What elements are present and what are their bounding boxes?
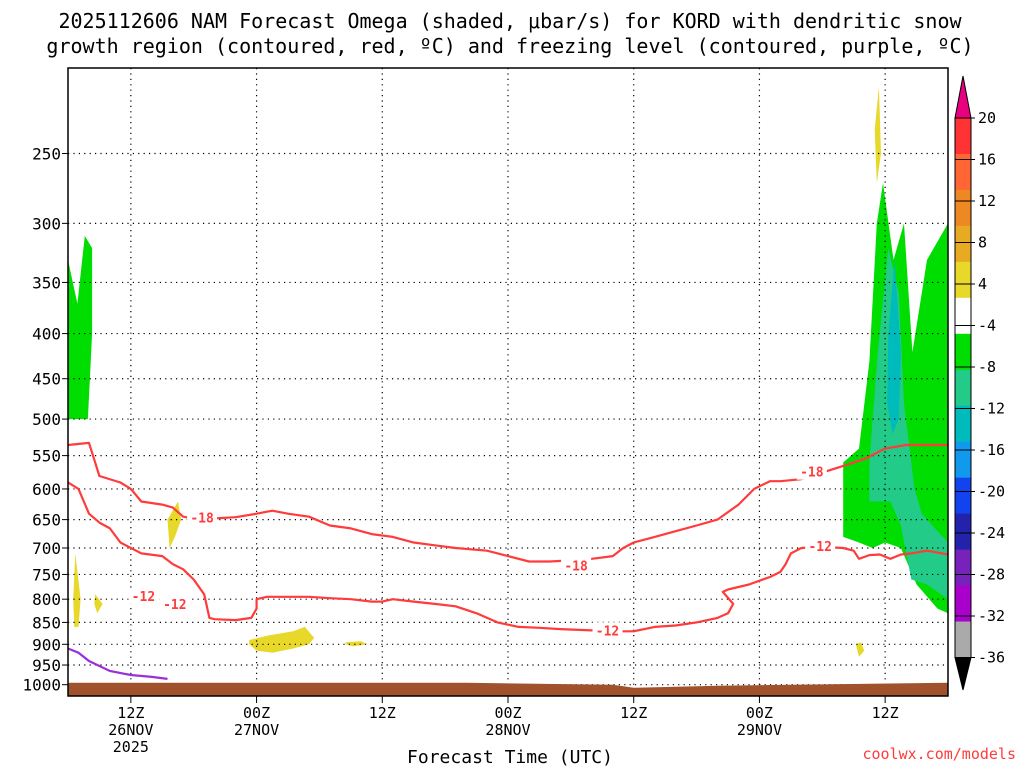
colorbar-segment xyxy=(955,297,971,335)
x-tick-label: 12Z xyxy=(872,704,899,722)
colorbar-label: -36 xyxy=(978,649,1005,667)
omega-region-5 xyxy=(94,594,103,614)
x-tick-label: 00Z xyxy=(746,704,773,722)
x-axis-label: Forecast Time (UTC) xyxy=(407,747,613,768)
x-tick-label: 12Z xyxy=(620,704,647,722)
colorbar-segment xyxy=(955,513,971,551)
colorbar-label: 12 xyxy=(978,192,996,210)
y-tick-label: 750 xyxy=(32,565,61,584)
omega-region-10 xyxy=(855,642,865,657)
omega-region-3 xyxy=(887,259,901,435)
colorbar-segment xyxy=(955,261,971,299)
colorbar-segment xyxy=(955,405,971,443)
y-tick-label: 650 xyxy=(32,511,61,530)
colorbar-segment xyxy=(955,225,971,263)
y-tick-label: 550 xyxy=(32,447,61,466)
y-tick-label: 1000 xyxy=(22,676,61,695)
x-tick-label: 00Z xyxy=(243,704,270,722)
colorbar-label: 16 xyxy=(978,151,996,169)
contour-label: -18 xyxy=(564,560,588,575)
contour-label-bg xyxy=(159,595,190,612)
colorbar-segment xyxy=(955,118,971,155)
y-tick-label: 400 xyxy=(32,325,61,344)
x-tick-label: 2025 xyxy=(113,738,149,756)
colorbar-segment xyxy=(955,441,971,479)
colorbar-label: -12 xyxy=(978,400,1005,418)
omega-region-9 xyxy=(874,86,881,183)
x-tick-label: 26NOV xyxy=(108,721,153,739)
contour-label-bg xyxy=(561,557,592,574)
y-tick-label: 800 xyxy=(32,590,61,609)
contour-label: -18 xyxy=(800,466,824,481)
colorbar-label: -16 xyxy=(978,441,1005,459)
colorbar-label: -28 xyxy=(978,566,1005,584)
colorbar-label: 4 xyxy=(978,275,987,293)
y-tick-label: 900 xyxy=(32,635,61,654)
colorbar-label: -8 xyxy=(978,358,996,376)
x-tick-label: 12Z xyxy=(369,704,396,722)
x-tick-label: 00Z xyxy=(494,704,521,722)
omega-region-0 xyxy=(68,235,93,420)
x-tick-label: 12Z xyxy=(117,704,144,722)
colorbar-segment xyxy=(955,153,971,191)
colorbar-segment xyxy=(955,333,971,371)
y-tick-label: 950 xyxy=(32,656,61,675)
dgz-contour--18 xyxy=(68,441,948,563)
y-tick-label: 850 xyxy=(32,613,61,632)
colorbar-label: -24 xyxy=(978,524,1005,542)
contour-label-bg xyxy=(796,463,827,480)
contour-label: -18 xyxy=(190,511,214,526)
colorbar-label: 20 xyxy=(978,109,996,127)
colorbar-label: -32 xyxy=(978,607,1005,625)
colorbar-segment xyxy=(955,477,971,515)
x-tick-label: 28NOV xyxy=(485,721,530,739)
colorbar-label: -20 xyxy=(978,483,1005,501)
omega-region-4 xyxy=(73,553,81,627)
y-tick-label: 450 xyxy=(32,370,61,389)
y-tick-label: 350 xyxy=(32,273,61,292)
colorbar-arrow-top xyxy=(954,75,972,119)
colorbar-arrow-bottom xyxy=(954,657,972,691)
source-credit: coolwx.com/models xyxy=(862,745,1016,763)
y-tick-label: 700 xyxy=(32,539,61,558)
x-tick-label: 27NOV xyxy=(234,721,279,739)
colorbar-segment xyxy=(955,621,971,658)
colorbar-segment xyxy=(955,189,971,227)
contour-label-bg xyxy=(805,537,836,554)
pressure-axis: 250 300 350 400 450 500 550 600 650 700 750 800 850 9… xyxy=(22,144,68,695)
contour-label: -12 xyxy=(808,540,831,555)
chart-title: 2025112606 NAM Forecast Omega (shaded, μ… xyxy=(46,9,973,58)
freezing-level-contour xyxy=(68,647,168,680)
omega-colorbar: 20 16 12 8 4 -4 -8 -12 -16 -20 -24 -28 -32 -36 xyxy=(954,75,1005,691)
plot-area: -18 -12 -12 -18 -12 -18 -12 xyxy=(68,68,948,696)
contour-label-bg xyxy=(187,509,218,526)
x-tick-label: 29NOV xyxy=(737,721,782,739)
colorbar-segment xyxy=(955,585,971,623)
contour-label-bg xyxy=(128,587,159,604)
contour-label: -12 xyxy=(132,590,155,605)
colorbar-segment xyxy=(955,369,971,407)
colorbar-segment xyxy=(955,549,971,587)
y-tick-label: 600 xyxy=(32,480,61,499)
colorbar-label: -4 xyxy=(978,317,996,335)
contour-label: -12 xyxy=(163,598,186,613)
contour-label-bg xyxy=(592,622,623,639)
chart-title-line-2: growth region (contoured, red, ºC) and f… xyxy=(46,34,973,58)
omega-region-8 xyxy=(345,641,367,647)
colorbar-label: 8 xyxy=(978,234,987,252)
terrain-ground xyxy=(68,682,948,696)
y-tick-label: 300 xyxy=(32,214,61,233)
y-tick-label: 250 xyxy=(32,144,61,163)
contour-label: -12 xyxy=(596,624,619,639)
omega-region-7 xyxy=(249,626,315,653)
y-tick-label: 500 xyxy=(32,410,61,429)
chart-title-line-1: 2025112606 NAM Forecast Omega (shaded, μ… xyxy=(58,9,962,33)
